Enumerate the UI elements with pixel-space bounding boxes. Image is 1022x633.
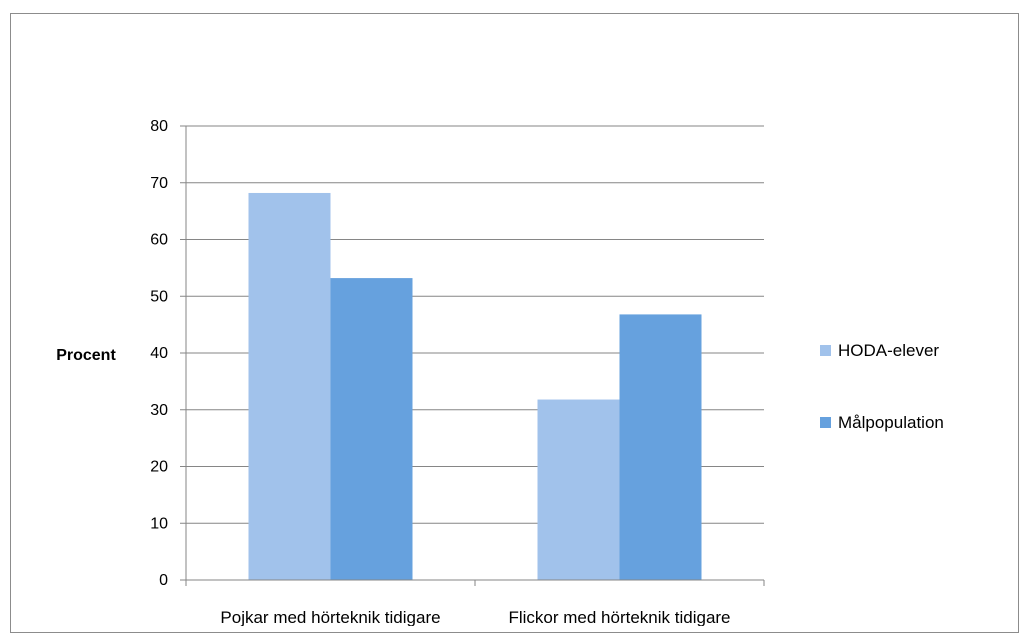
legend: HODA-elever Målpopulation [820,341,944,432]
bar-hoda-elever [537,399,620,580]
legend-label: HODA-elever [838,341,939,360]
legend-swatch [820,345,831,356]
y-tick-label: 50 [150,288,168,305]
bar-malpopulation [619,314,702,580]
bars [248,192,702,580]
y-tick-labels: 0 10 20 30 40 50 60 70 80 [150,118,168,589]
y-tick-label: 70 [150,175,168,192]
x-category-label: Flickor med hörteknik tidigare [508,608,730,626]
y-tick-label: 60 [150,232,168,249]
legend-swatch [820,417,831,428]
legend-label: Målpopulation [838,413,944,432]
chart-frame [10,13,1019,633]
bar-malpopulation [330,278,413,580]
axes [180,125,765,586]
bar-hoda-elever [248,192,331,580]
y-tick-label: 40 [150,345,168,362]
y-tick-label: 0 [159,572,168,589]
x-category-labels: Pojkar med hörteknik tidigare Flickor med… [220,608,730,626]
y-tick-label: 20 [150,459,168,476]
y-tick-label: 30 [150,402,168,419]
y-tick-label: 10 [150,515,168,532]
y-tick-label: 80 [150,118,168,135]
y-axis-label: Procent [56,347,116,364]
x-category-label: Pojkar med hörteknik tidigare [220,608,440,626]
